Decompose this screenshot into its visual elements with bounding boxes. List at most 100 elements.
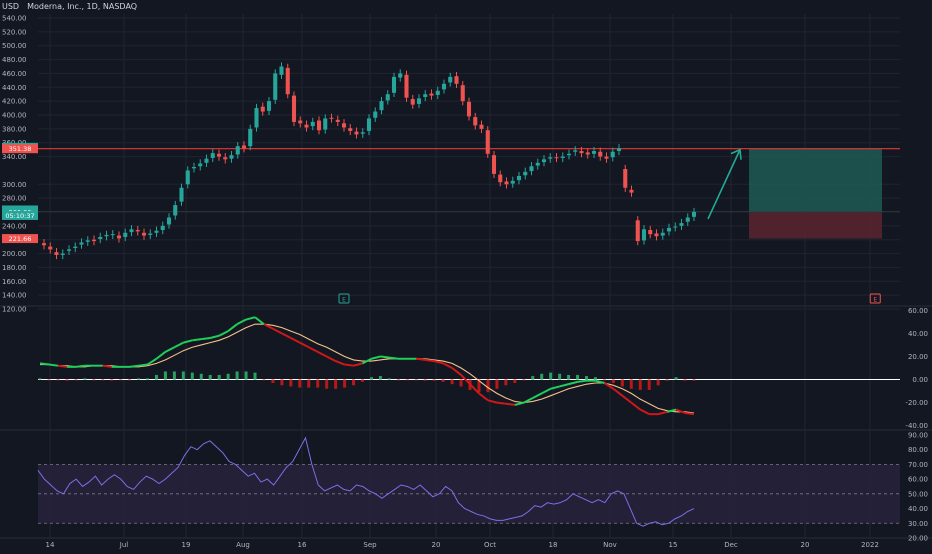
- candle: [254, 108, 259, 128]
- rsi-tick-label: 90.00: [908, 431, 928, 439]
- candle: [673, 226, 678, 228]
- macd-histogram-bar: [540, 373, 544, 380]
- macd-histogram-bar: [396, 379, 400, 381]
- time-tick-label: Dec: [724, 541, 738, 549]
- candle: [579, 151, 584, 154]
- symbol-info[interactable]: Moderna, Inc., 1D, NASDAQ: [27, 2, 138, 11]
- macd-histogram-bar: [226, 373, 230, 380]
- macd-line-segment: [317, 350, 328, 358]
- macd-histogram-bar: [199, 373, 203, 380]
- candle: [610, 151, 615, 158]
- macd-histogram-bar: [558, 373, 562, 380]
- macd-histogram-bar: [343, 379, 347, 388]
- price-tick-label: 540.00: [2, 15, 27, 23]
- candle: [335, 119, 340, 122]
- macd-histogram-bar: [504, 379, 508, 386]
- macd-line-segment: [290, 337, 301, 344]
- macd-histogram-bar: [611, 379, 615, 383]
- price-label-box: [2, 144, 38, 154]
- rsi-tick-label: 30.00: [908, 520, 928, 528]
- macd-histogram-bar: [477, 379, 481, 393]
- candle: [141, 232, 147, 236]
- candle: [198, 163, 203, 167]
- macd-histogram-bar: [154, 374, 158, 380]
- earnings-marker-label: E: [873, 297, 877, 304]
- macd-line-segment: [371, 355, 381, 360]
- candle: [360, 132, 365, 134]
- macd-line-segment: [263, 323, 274, 330]
- macd-histogram-bar: [414, 379, 418, 381]
- macd-line-segment: [353, 362, 363, 367]
- macd-histogram-bar: [172, 371, 176, 380]
- candle: [604, 156, 609, 159]
- macd-histogram-bar: [683, 379, 687, 381]
- earnings-marker-label: E: [342, 297, 346, 304]
- time-tick-label: 20: [432, 541, 441, 549]
- macd-line-segment: [532, 392, 543, 399]
- earnings-marker: [869, 293, 881, 304]
- candle: [223, 157, 228, 160]
- candle: [241, 145, 247, 149]
- candle: [285, 67, 290, 95]
- time-tick-label: Oct: [484, 541, 496, 549]
- rsi-band: [38, 464, 900, 524]
- macd-line-segment: [460, 374, 471, 385]
- macd-line-segment: [281, 332, 292, 339]
- price-tick-label: 420.00: [2, 98, 27, 106]
- candle: [329, 117, 334, 119]
- price-tick-label: 520.00: [2, 28, 27, 36]
- price-label-box: [2, 210, 38, 220]
- macd-line-segment: [612, 387, 623, 397]
- macd-histogram-bar: [629, 379, 633, 389]
- candle: [435, 90, 440, 95]
- macd-histogram-bar: [253, 372, 257, 380]
- candle: [516, 175, 522, 181]
- candle: [91, 239, 97, 242]
- macd-histogram-bar: [459, 379, 463, 387]
- candle: [66, 249, 72, 251]
- time-tick-label: Nov: [603, 541, 617, 549]
- candle: [160, 225, 165, 231]
- macd-histogram-bar: [128, 379, 132, 381]
- candle: [110, 234, 115, 236]
- price-tick-label: 120.00: [2, 306, 27, 314]
- candle: [366, 118, 372, 131]
- price-label-text: 05:10:37: [5, 212, 34, 220]
- macd-line-segment: [57, 364, 68, 368]
- macd-line-segment: [155, 351, 167, 360]
- time-tick-label: 16: [298, 541, 307, 549]
- macd-line-segment: [380, 355, 390, 359]
- candle: [235, 146, 240, 155]
- candle: [48, 246, 53, 250]
- macd-histogram-bar: [146, 378, 150, 380]
- candle: [548, 157, 553, 159]
- candle: [391, 76, 397, 93]
- macd-tick-label: -20.00: [905, 399, 928, 407]
- earnings-marker: [338, 293, 350, 304]
- candle: [179, 187, 184, 202]
- macd-histogram-bar: [450, 379, 454, 385]
- macd-line-segment: [577, 379, 587, 383]
- candle: [216, 153, 222, 157]
- candle: [491, 155, 497, 174]
- candle: [641, 229, 647, 241]
- macd-line-segment: [335, 360, 345, 366]
- macd-line-segment: [236, 318, 247, 326]
- macd-line-segment: [505, 402, 515, 406]
- macd-line-segment: [478, 392, 489, 402]
- price-tick-label: 480.00: [2, 56, 27, 64]
- time-tick-label: 2022: [861, 541, 879, 549]
- currency-label: USD: [2, 2, 20, 11]
- macd-histogram-bar: [602, 379, 606, 381]
- macd-histogram-bar: [280, 379, 284, 386]
- time-tick-label: 18: [549, 541, 558, 549]
- candle: [473, 117, 478, 126]
- price-tick-label: 240.00: [2, 222, 27, 230]
- candle: [185, 170, 190, 185]
- candle: [660, 232, 665, 236]
- macd-line-segment: [75, 364, 85, 368]
- macd-histogram-bar: [567, 374, 571, 380]
- macd-line-segment: [39, 362, 50, 366]
